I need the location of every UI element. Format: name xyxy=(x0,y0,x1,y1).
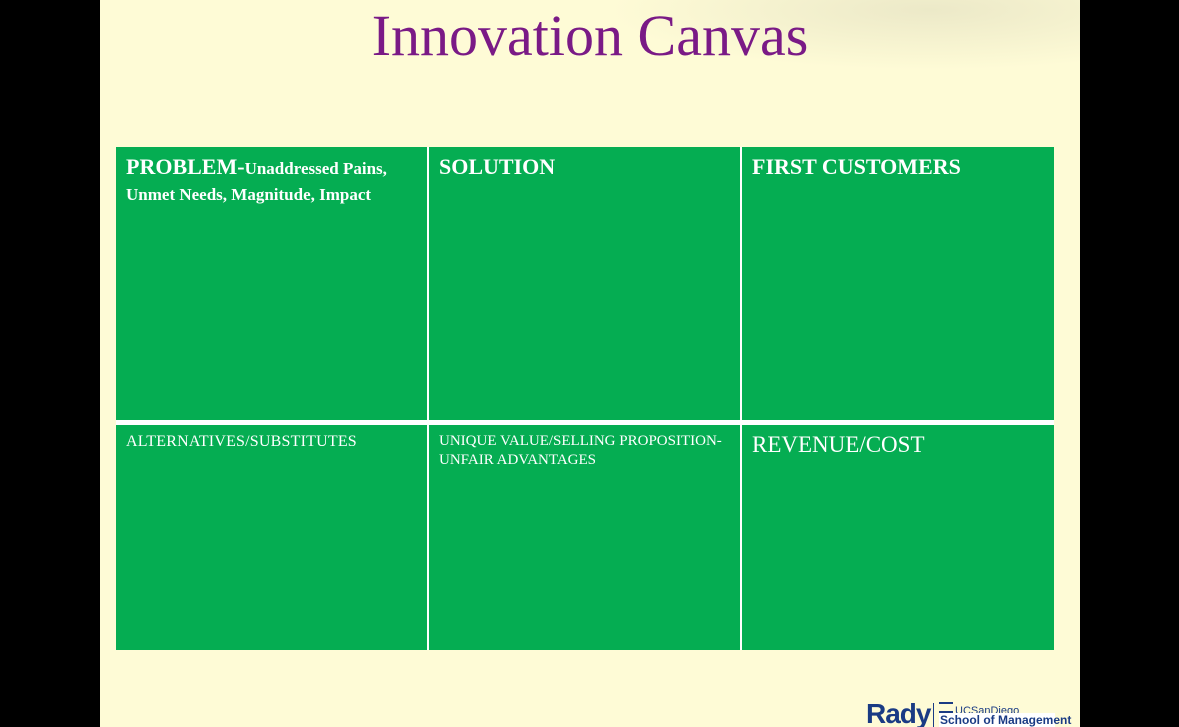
unique-value-cell: UNIQUE VALUE/SELLING PROPOSITION- UNFAIR… xyxy=(429,425,740,650)
innovation-canvas-grid: PROBLEM-Unaddressed Pains, Unmet Needs, … xyxy=(116,147,1054,650)
problem-heading: PROBLEM-Unaddressed Pains, Unmet Needs, … xyxy=(126,155,417,207)
school-of-management-label: School of Management xyxy=(939,713,1072,727)
revenue-cost-heading: REVENUE/COST xyxy=(752,432,925,457)
solution-heading: SOLUTION xyxy=(439,154,556,179)
solution-cell: SOLUTION xyxy=(429,147,740,420)
alternatives-cell: ALTERNATIVES/SUBSTITUTES xyxy=(116,425,427,650)
ucsd-trident-icon xyxy=(939,702,953,713)
logo-divider xyxy=(933,703,934,727)
first-customers-heading: FIRST CUSTOMERS xyxy=(752,154,961,179)
rady-logo: Rady UCSanDiego School of Management xyxy=(866,698,1072,727)
problem-subheading: Unaddressed Pains, Unmet Needs, Magnitud… xyxy=(126,159,387,204)
rady-wordmark: Rady xyxy=(866,698,931,727)
problem-heading-label: PROBLEM- xyxy=(126,154,245,179)
slide-title: Innovation Canvas xyxy=(371,3,809,68)
first-customers-cell: FIRST CUSTOMERS xyxy=(742,147,1054,420)
slide: Innovation Canvas PROBLEM-Unaddressed Pa… xyxy=(100,0,1080,727)
problem-cell: PROBLEM-Unaddressed Pains, Unmet Needs, … xyxy=(116,147,427,420)
revenue-cost-cell: REVENUE/COST xyxy=(742,425,1054,650)
unique-value-heading: UNIQUE VALUE/SELLING PROPOSITION- UNFAIR… xyxy=(439,433,722,468)
alternatives-heading: ALTERNATIVES/SUBSTITUTES xyxy=(126,433,357,450)
